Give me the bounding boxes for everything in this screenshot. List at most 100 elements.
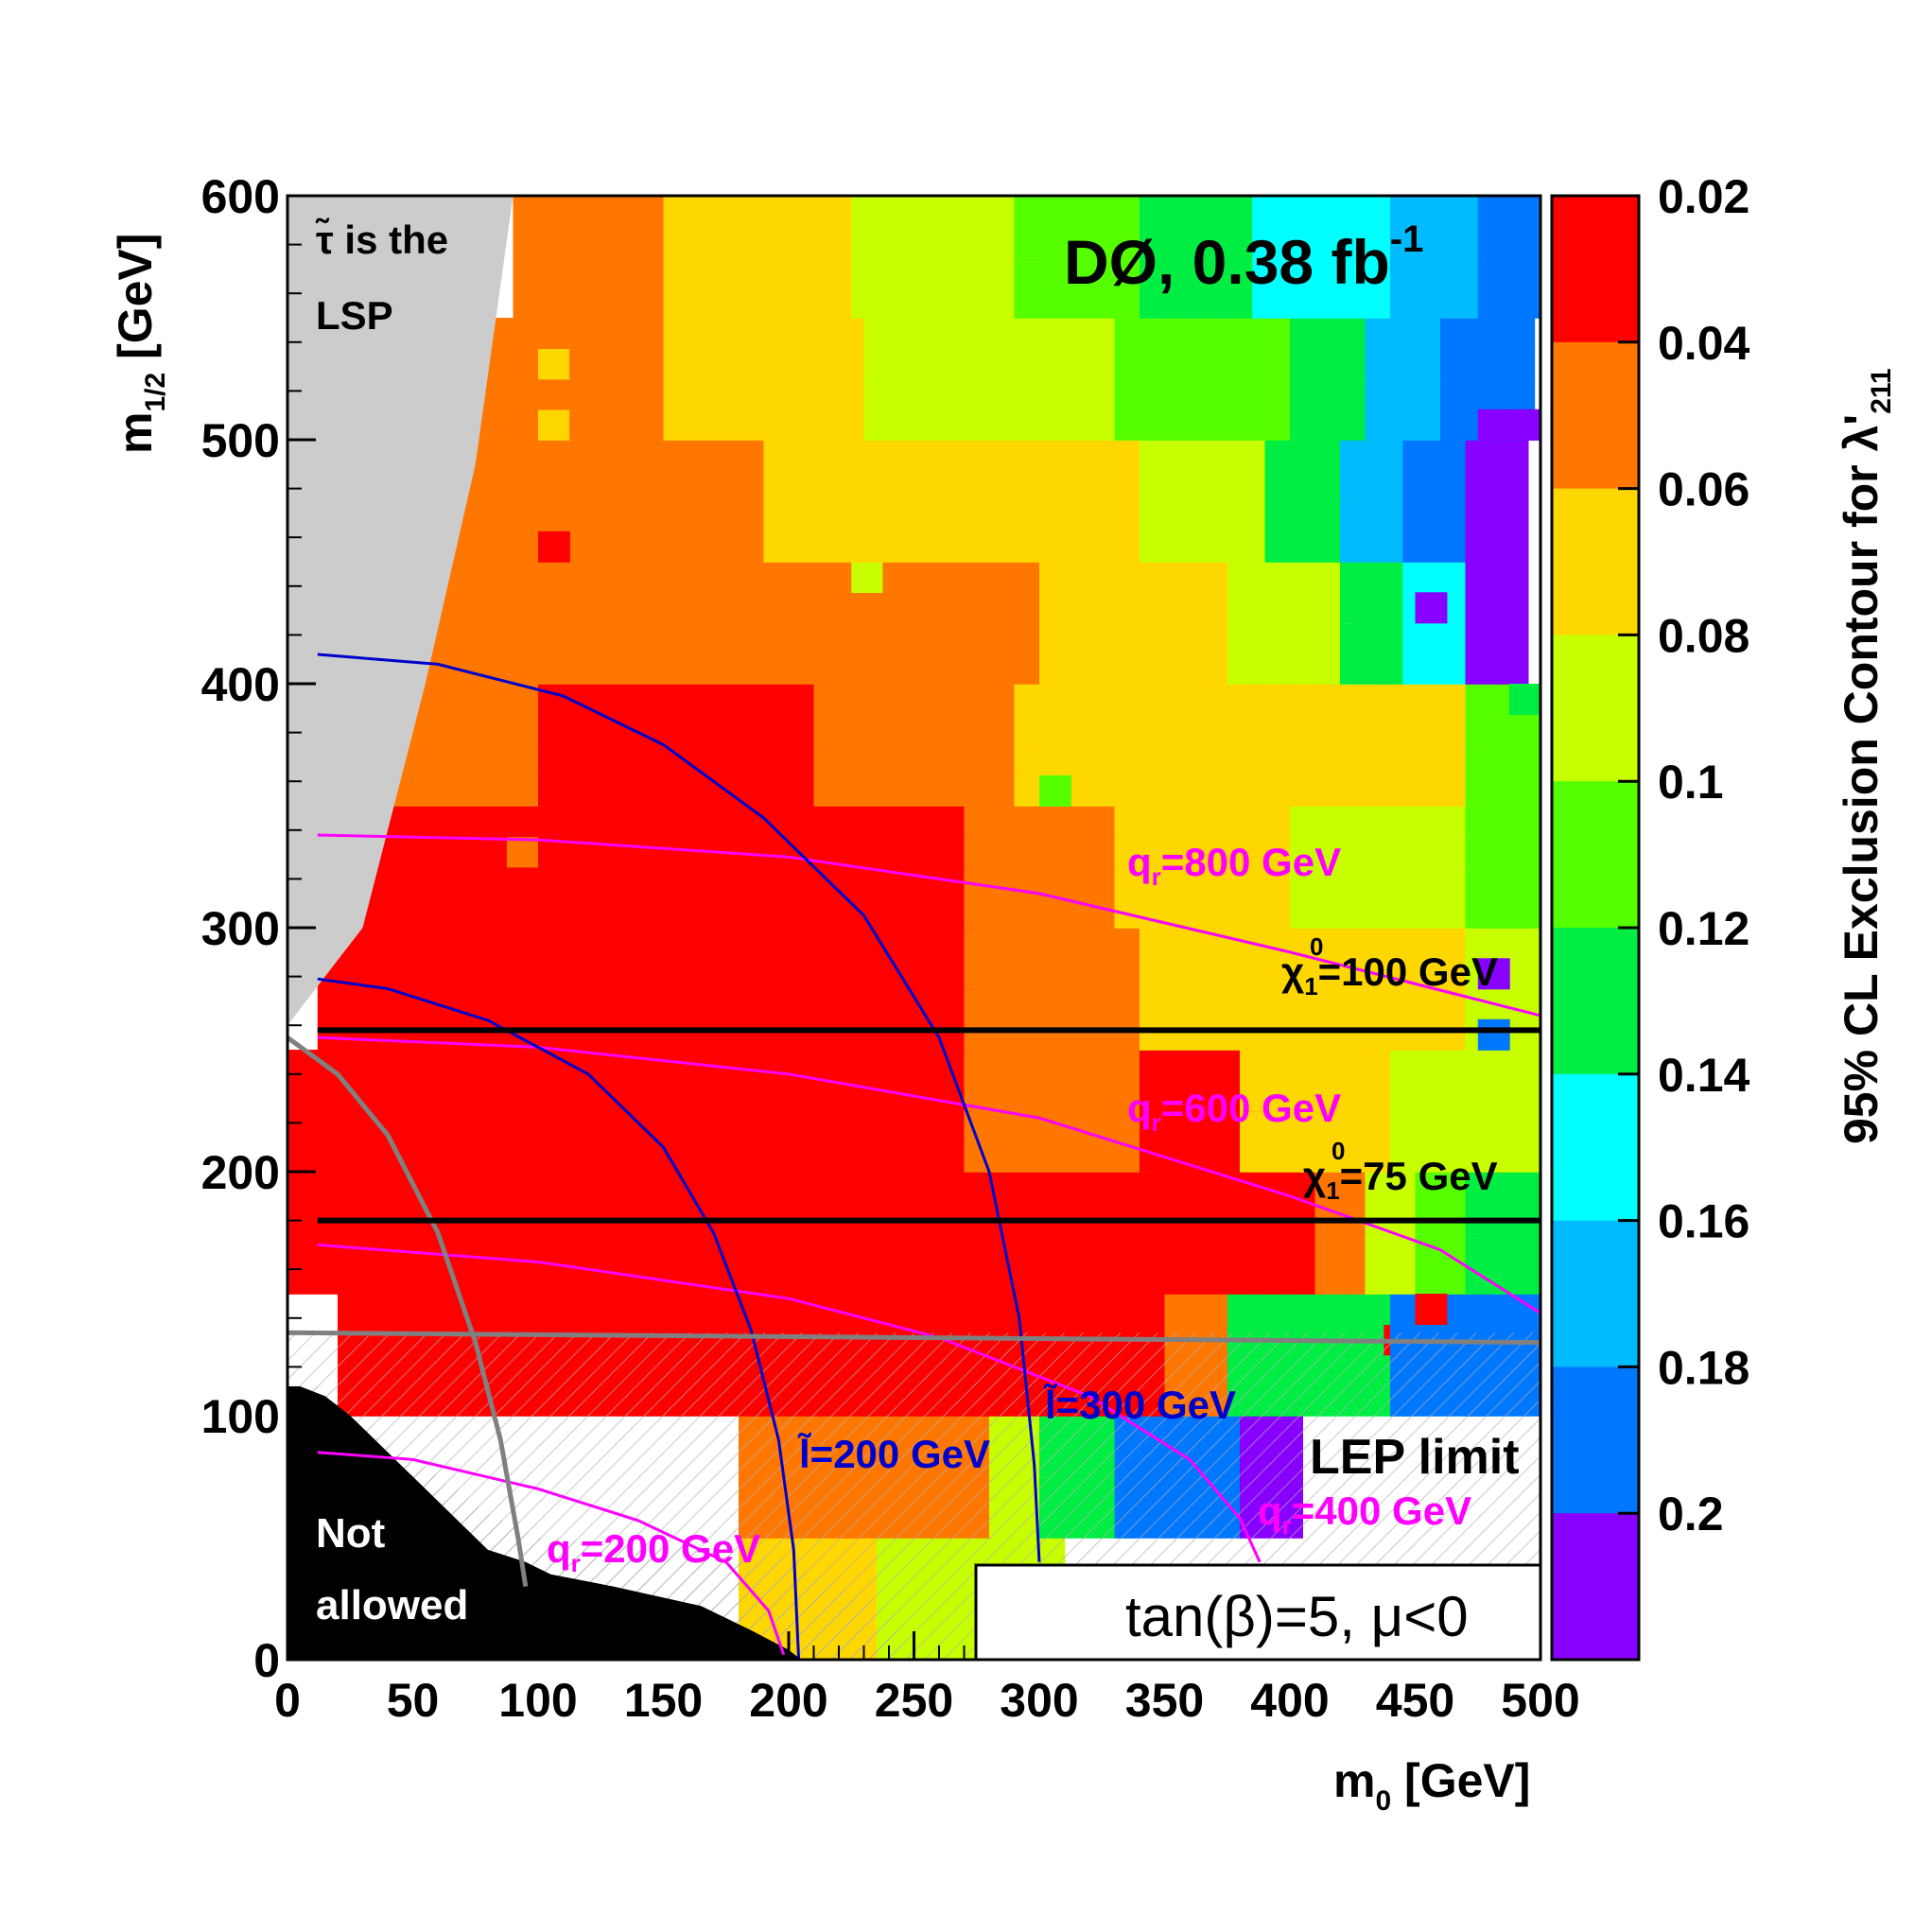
heatmap-cell xyxy=(600,622,634,654)
heatmap-cell xyxy=(789,196,821,227)
heatmap-cell xyxy=(757,1050,790,1081)
colorbar-swatch xyxy=(1552,1366,1639,1514)
heatmap-cell xyxy=(1114,866,1147,898)
heatmap-cell xyxy=(475,562,508,593)
heatmap-cell xyxy=(569,1232,601,1264)
heatmap-cell xyxy=(475,1110,508,1142)
heatmap-cell xyxy=(1102,1232,1135,1264)
heatmap-cell xyxy=(724,988,757,1020)
heatmap-cell xyxy=(914,1110,947,1142)
heatmap-cell xyxy=(1195,1232,1228,1264)
heatmap-cell xyxy=(1007,1232,1040,1264)
x-axis-label: m0 [GeV] xyxy=(1333,1754,1530,1817)
heatmap-cell xyxy=(1365,348,1398,380)
heatmap-cell xyxy=(600,592,634,624)
heatmap-cell xyxy=(1365,1232,1398,1264)
heatmap-cell xyxy=(995,988,1028,1020)
heatmap-cell xyxy=(1102,1262,1135,1295)
heatmap-cell xyxy=(1527,928,1540,959)
heatmap-cell xyxy=(983,470,1016,502)
heatmap-cell xyxy=(1415,988,1448,1020)
heatmap-cell xyxy=(1133,592,1166,624)
heatmap-cell xyxy=(757,866,790,898)
heatmap-cell xyxy=(1020,348,1053,380)
heatmap-cell xyxy=(1107,775,1140,807)
heatmap-cell xyxy=(907,684,940,715)
heatmap-cell xyxy=(1515,1080,1540,1112)
heatmap-cell xyxy=(725,1140,758,1173)
heatmap-cell xyxy=(1240,896,1272,929)
heatmap-cell xyxy=(1140,744,1172,776)
heatmap-cell xyxy=(694,287,727,319)
heatmap-cell xyxy=(1014,744,1047,776)
heatmap-cell xyxy=(567,928,600,959)
heatmap-cell xyxy=(1195,653,1228,685)
heatmap-cell xyxy=(1384,958,1417,990)
heatmap-cell xyxy=(600,562,634,593)
heatmap-cell xyxy=(820,256,852,288)
heatmap-cell xyxy=(1283,287,1316,319)
heatmap-cell xyxy=(287,1202,320,1234)
heatmap-cell xyxy=(600,866,634,898)
colorbar-tick-label: 0.12 xyxy=(1658,902,1749,955)
heatmap-cell xyxy=(419,775,451,807)
heatmap-cell xyxy=(851,196,884,227)
heatmap-cell xyxy=(1503,378,1536,410)
heatmap-cell xyxy=(569,622,601,654)
heatmap-cell xyxy=(606,287,639,319)
heatmap-cell xyxy=(411,928,444,959)
heatmap-cell xyxy=(1314,256,1348,288)
heatmap-cell xyxy=(1496,714,1529,746)
heatmap-cell xyxy=(1264,531,1297,563)
heatmap-cell xyxy=(1496,1294,1529,1325)
heatmap-cell xyxy=(506,1080,539,1112)
heatmap-cell xyxy=(914,1140,947,1173)
heatmap-cell xyxy=(638,470,670,502)
heatmap-cell xyxy=(914,592,947,624)
heatmap-cell xyxy=(1195,592,1228,624)
heatmap-cell xyxy=(1133,1172,1166,1203)
heatmap-cell xyxy=(575,287,608,319)
heatmap-cell xyxy=(857,531,890,563)
heatmap-cell xyxy=(1465,1232,1498,1264)
heatmap-cell xyxy=(995,1140,1028,1173)
heatmap-cell xyxy=(381,896,414,929)
hatch-fill xyxy=(287,1386,914,1660)
heatmap-cell xyxy=(638,531,670,563)
heatmap-cell xyxy=(914,806,947,838)
heatmap-cell xyxy=(1508,196,1540,227)
heatmap-cell xyxy=(475,592,508,624)
heatmap-cell xyxy=(701,440,734,471)
heatmap-cell xyxy=(694,1080,727,1112)
heatmap-cell xyxy=(1496,653,1529,685)
heatmap-cell xyxy=(1271,1140,1303,1173)
neutralino-75-label: χ1=75 GeV xyxy=(1303,1154,1498,1205)
heatmap-cell xyxy=(1402,470,1436,502)
heatmap-cell xyxy=(1352,928,1385,959)
heatmap-cell xyxy=(1240,348,1272,380)
x-tick-label: 400 xyxy=(1250,1674,1329,1727)
heatmap-cell xyxy=(826,500,859,532)
heatmap-cell xyxy=(412,896,445,929)
heatmap-cell xyxy=(1484,1050,1517,1081)
heatmap-cell xyxy=(1396,409,1429,441)
heatmap-cell xyxy=(1352,836,1385,868)
heatmap-cell xyxy=(863,409,896,441)
heatmap-cell xyxy=(820,592,852,624)
heatmap-cell xyxy=(381,1080,414,1112)
heatmap-cell xyxy=(1434,562,1467,593)
heatmap-cell xyxy=(1340,622,1372,654)
heatmap-cell xyxy=(632,836,665,868)
heatmap-cell xyxy=(1290,409,1322,441)
heatmap-cell xyxy=(1208,378,1241,410)
heatmap-cell xyxy=(1171,196,1203,227)
heatmap-cell xyxy=(725,196,758,227)
heatmap-cell xyxy=(1026,836,1059,868)
heatmap-cell xyxy=(1014,531,1047,563)
heatmap-cell xyxy=(1496,744,1529,776)
heatmap-cell xyxy=(757,287,790,319)
heatmap-cell xyxy=(1107,744,1140,776)
x-tick-label: 200 xyxy=(749,1674,827,1727)
heatmap-cell xyxy=(1145,348,1178,380)
colorbar-swatch xyxy=(1552,341,1639,490)
